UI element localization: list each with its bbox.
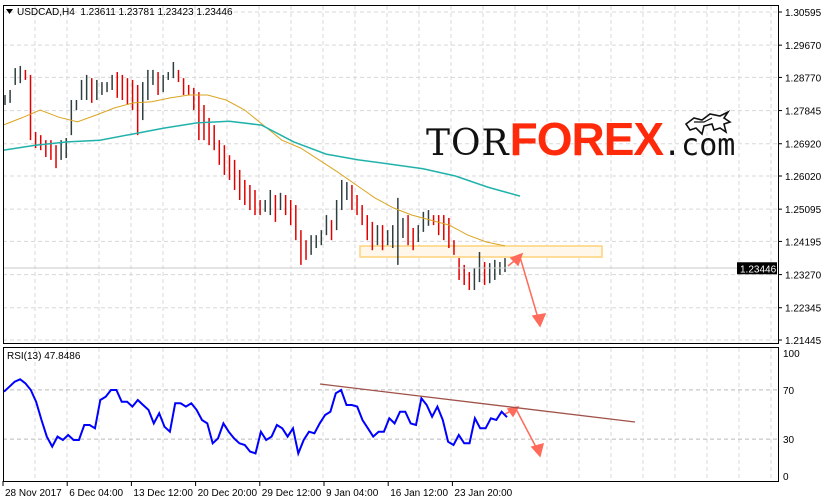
rsi-panel-frame	[3, 347, 779, 482]
price-tick-label: 1.26020	[785, 172, 822, 183]
grid	[3, 6, 778, 481]
price-tick-label: 1.29670	[785, 41, 822, 52]
rsi-tick-label: 100	[783, 349, 800, 360]
price-tick-label: 1.28770	[785, 73, 822, 84]
price-tick-label: 1.25095	[785, 205, 822, 216]
symbol-info: USDCAD,H4 1.23611 1.23781 1.23423 1.2344…	[17, 7, 233, 18]
price-tick-label: 1.23270	[785, 271, 822, 282]
rsi-arrow-down-head	[530, 442, 545, 458]
current-price-badge	[737, 262, 777, 275]
logo-com: .com	[663, 128, 736, 163]
bull-icon	[684, 110, 732, 136]
price-tick-label: 1.30595	[785, 8, 822, 19]
price-tick-label: 1.22345	[785, 304, 822, 315]
ma-fast-line	[2, 94, 506, 247]
resistance-zone	[359, 245, 603, 258]
time-tick-label: 29 Dec 12:00	[262, 488, 322, 499]
triangle-down-icon[interactable]	[6, 9, 13, 14]
rsi-tick-label: 0	[783, 472, 789, 483]
arrow-down-head	[531, 313, 547, 328]
price-panel-frame	[3, 5, 779, 344]
rsi-tick-label: 30	[783, 435, 795, 446]
price-tick-label: 1.26920	[785, 140, 822, 151]
arrow-down-line	[519, 256, 539, 319]
time-tick-label: 6 Dec 04:00	[69, 488, 123, 499]
time-tick-label: 9 Jan 04:00	[326, 488, 379, 499]
time-tick-label: 13 Dec 12:00	[133, 488, 193, 499]
time-tick-label: 16 Jan 12:00	[390, 488, 448, 499]
rsi-trendline	[319, 383, 636, 423]
rsi-line	[3, 378, 508, 457]
rsi-title: RSI(13) 47.8486	[7, 351, 81, 362]
price-tick-label: 1.27845	[785, 107, 822, 118]
logo-forex: FOREX	[509, 113, 664, 165]
price-tick-label: 1.24195	[785, 237, 822, 248]
forecast-arrows	[504, 252, 547, 458]
ma-slow-line	[2, 120, 521, 197]
time-tick-label: 20 Dec 20:00	[198, 488, 258, 499]
logo-tor: TOR	[426, 123, 510, 164]
time-tick-label: 23 Jan 20:00	[454, 488, 512, 499]
torforex-logo: TORFOREX.com	[426, 112, 736, 165]
price-tick-label: 1.21445	[785, 336, 822, 347]
current-price-label: 1.23446	[740, 264, 777, 275]
rsi-arrow-down-line	[515, 408, 538, 450]
price-bars	[4, 62, 506, 290]
rsi-tick-label: 70	[783, 386, 795, 397]
axes: 1.30595 1.29670 1.28770 1.27845 1.26920 1.260…	[2, 8, 822, 499]
time-tick-label: 28 Nov 2017	[5, 488, 62, 499]
rsi-arrow-up-head	[506, 405, 520, 418]
